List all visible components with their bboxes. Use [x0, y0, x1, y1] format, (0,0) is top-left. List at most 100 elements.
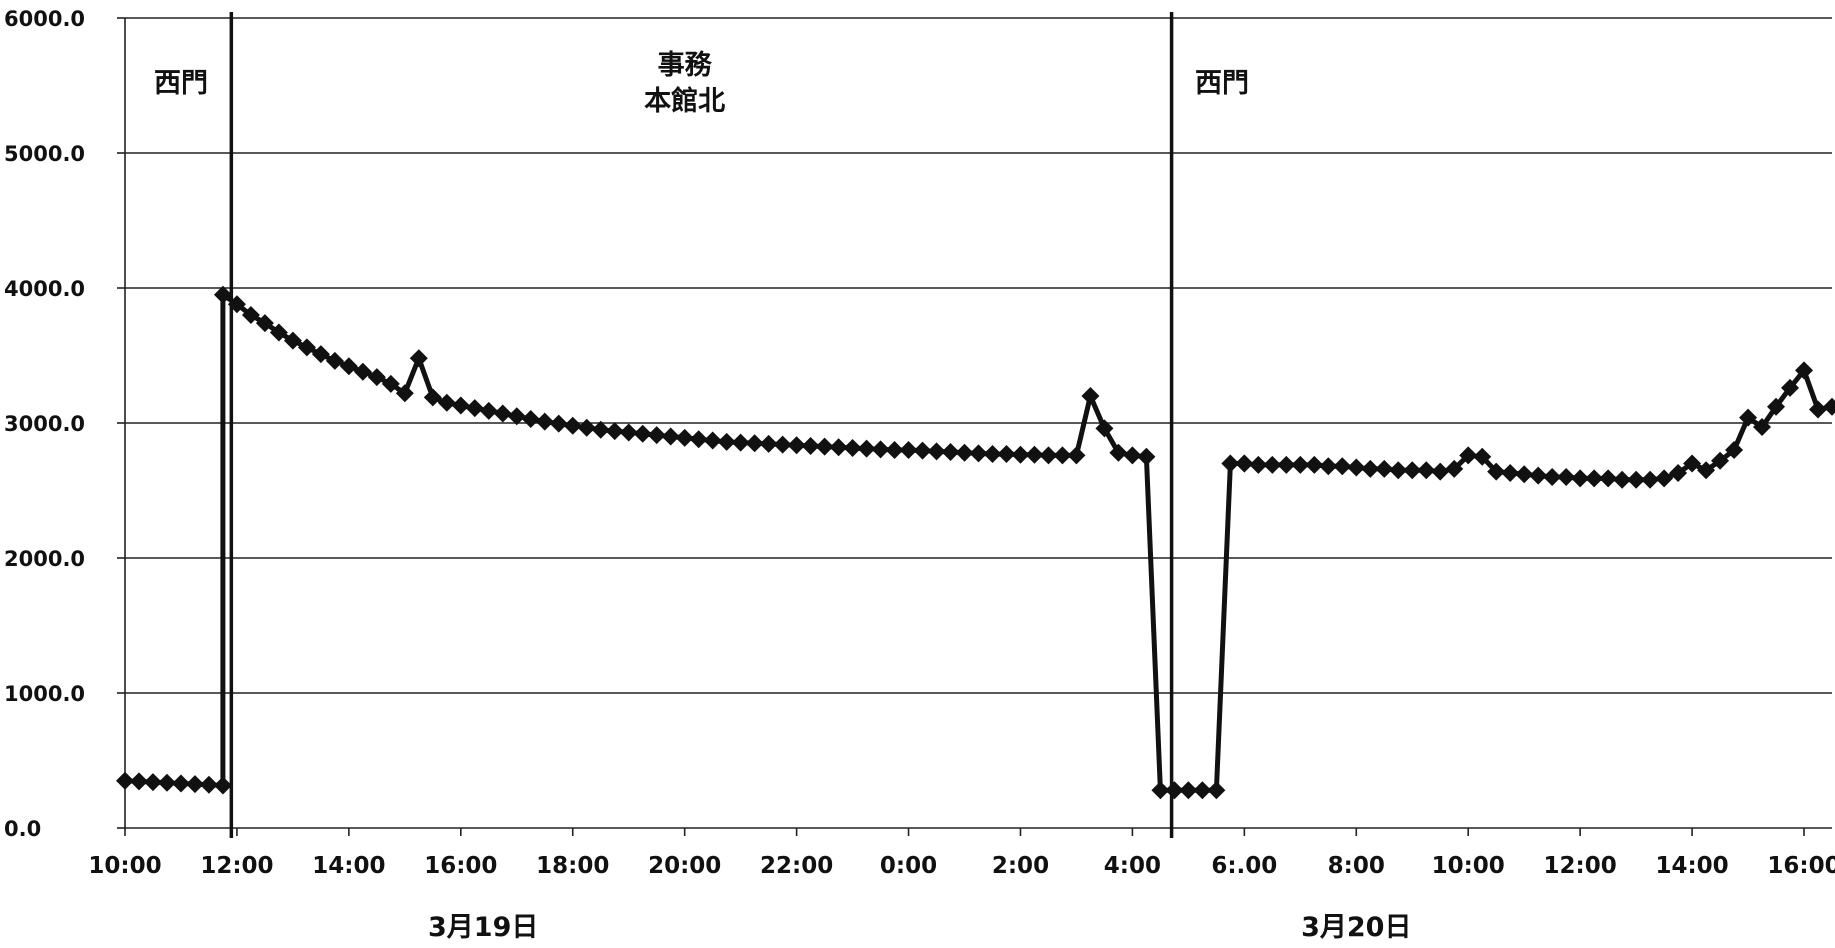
data-point	[493, 404, 512, 423]
data-point	[451, 396, 470, 415]
data-point	[129, 772, 148, 791]
data-point	[717, 432, 736, 451]
y-axis-tick-labels: 0.0 1000.0 2000.0 3000.0 4000.0 5000.0 6000.0	[4, 7, 85, 841]
data-point	[1053, 446, 1072, 465]
data-point	[465, 399, 484, 418]
data-point	[549, 414, 568, 433]
x-tick-label: 6:.00	[1211, 853, 1277, 879]
data-point	[116, 771, 134, 790]
data-point	[1781, 378, 1800, 397]
data-point	[1221, 454, 1240, 473]
data-point	[1389, 461, 1408, 480]
data-point	[1627, 470, 1646, 489]
data-point	[1375, 459, 1394, 478]
data-point	[1767, 397, 1786, 416]
data-point	[647, 426, 666, 445]
date-label: 3月20日	[1301, 912, 1411, 943]
data-point	[857, 439, 876, 458]
y-tick-label: 1000.0	[4, 682, 85, 706]
date-labels: 3月19日 3月20日	[428, 912, 1411, 943]
data-point	[1655, 469, 1674, 488]
data-point	[535, 412, 554, 431]
data-point	[773, 435, 792, 454]
data-point	[1753, 418, 1772, 437]
data-point	[801, 436, 820, 455]
annotation-line: 西門	[154, 68, 208, 99]
data-point	[521, 409, 540, 428]
data-point	[1165, 781, 1184, 800]
data-point	[1529, 466, 1548, 485]
data-point	[325, 351, 344, 370]
data-point	[969, 444, 988, 463]
x-tick-label: 0:00	[880, 853, 937, 879]
data-point	[619, 423, 638, 442]
data-point	[1431, 462, 1450, 481]
data-point	[339, 357, 358, 376]
data-point	[1095, 419, 1114, 438]
data-point	[1403, 461, 1422, 480]
data-point	[283, 331, 302, 350]
data-point	[1291, 455, 1310, 474]
data-point	[171, 774, 190, 793]
x-axis-tick-labels: 10:00 12:00 14:00 16:00 18:00 20:00 22:00 0:00 2…	[88, 853, 1835, 879]
data-point	[1543, 468, 1562, 486]
data-point	[1725, 441, 1744, 459]
data-point	[1249, 455, 1268, 474]
data-point	[1683, 454, 1702, 473]
data-point	[1571, 469, 1590, 488]
data-point	[871, 440, 890, 459]
data-point	[255, 314, 274, 333]
data-point	[157, 773, 176, 792]
series-line	[124, 292, 1833, 793]
data-point	[661, 427, 680, 446]
data-point	[1669, 463, 1688, 482]
data-point	[815, 437, 834, 456]
y-tick-label: 3000.0	[4, 412, 85, 436]
data-point	[1263, 455, 1282, 474]
data-point	[1361, 459, 1380, 478]
axes	[117, 17, 1805, 836]
y-tick-label: 0.0	[4, 817, 41, 841]
data-point	[577, 418, 596, 437]
data-point	[1207, 781, 1226, 800]
data-point	[759, 434, 778, 453]
x-tick-label: 18:00	[536, 853, 609, 879]
data-point	[787, 436, 806, 455]
data-point	[1235, 454, 1254, 473]
data-point	[1109, 443, 1128, 462]
annotation-line: 本館北	[644, 85, 725, 117]
x-tick-label: 4:00	[1104, 853, 1161, 879]
data-point	[353, 362, 372, 381]
period-dividers	[229, 12, 1174, 838]
date-label: 3月19日	[428, 912, 538, 943]
data-point	[1459, 446, 1478, 465]
data-point	[143, 773, 162, 792]
gridlines	[125, 17, 1832, 829]
data-point	[1809, 400, 1828, 419]
y-tick-label: 2000.0	[4, 547, 85, 571]
data-point	[507, 407, 526, 426]
data-point	[913, 441, 932, 460]
data-point	[1347, 458, 1366, 477]
data-point	[829, 438, 848, 457]
x-tick-label: 12:00	[200, 853, 273, 879]
data-point	[395, 384, 414, 403]
data-point	[745, 434, 764, 453]
x-tick-label: 10:00	[88, 853, 161, 879]
data-point	[1515, 465, 1534, 484]
data-point	[1151, 781, 1170, 800]
data-point	[731, 433, 750, 452]
data-point	[1123, 446, 1142, 465]
data-point	[703, 431, 722, 450]
data-point	[423, 388, 442, 407]
data-point	[199, 775, 218, 794]
data-point	[1179, 781, 1198, 800]
data-point	[1319, 457, 1338, 476]
data-point	[955, 443, 974, 462]
data-point	[1697, 461, 1716, 480]
data-point	[843, 438, 862, 457]
y-tick-label: 6000.0	[4, 7, 85, 31]
data-point	[437, 393, 456, 412]
data-point	[1417, 461, 1436, 480]
